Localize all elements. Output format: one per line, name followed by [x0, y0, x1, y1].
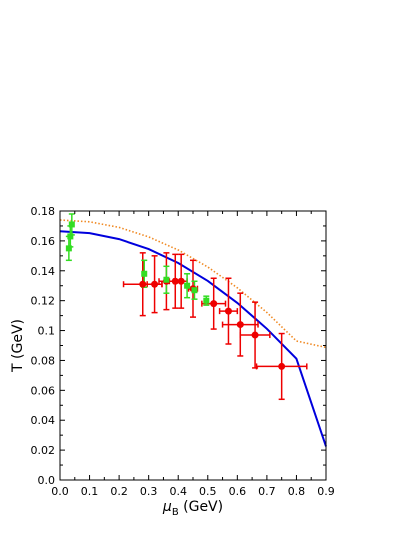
data-point-circle [171, 277, 179, 285]
x-axis-title: μB (GeV) [162, 499, 223, 518]
dotted-curve [59, 219, 327, 349]
data-point-circle [210, 300, 218, 308]
x-tick-label: 0.3 [140, 485, 158, 498]
x-tick-label: 0.5 [199, 485, 217, 498]
data-point-square [141, 270, 148, 277]
y-tick-label: 0.16 [31, 235, 56, 248]
data-point-circle [278, 362, 286, 370]
error-bars-layer [65, 213, 308, 401]
y-tick-label: 0.08 [31, 354, 56, 367]
data-point-circle [177, 277, 185, 285]
plot-frame [59, 210, 327, 481]
curves-layer [59, 219, 327, 447]
data-point-circle [151, 280, 159, 288]
data-point-circle [224, 307, 232, 315]
x-axis-title-subscript: B [172, 507, 179, 518]
y-tick-label: 0.06 [31, 384, 56, 397]
x-tick-label: 0.8 [288, 485, 306, 498]
y-tick-label: 0.1 [38, 325, 56, 338]
y-tick-label: 0.02 [31, 444, 56, 457]
data-point-circle [236, 321, 244, 329]
y-tick-label: 0.12 [31, 295, 56, 308]
x-tick-label: 0.7 [258, 485, 276, 498]
data-point-square [67, 233, 74, 240]
x-tick-labels: 0.0 0.1 0.2 0.3 0.4 0.5 0.6 0.7 0.8 0.9 [51, 485, 335, 498]
data-point-circle [251, 331, 259, 339]
x-tick-label: 0.2 [110, 485, 128, 498]
y-tick-label: 0.04 [31, 414, 56, 427]
x-axis-title-rest: (GeV) [179, 499, 223, 515]
markers-layer [65, 221, 286, 370]
x-tick-label: 0.4 [169, 485, 187, 498]
x-axis-title-symbol: μ [162, 499, 172, 515]
y-axis-title: T (GeV) [10, 319, 26, 373]
x-tick-label: 0.6 [229, 485, 247, 498]
x-tick-label: 0.1 [81, 485, 99, 498]
y-tick-labels: 0.0 0.02 0.04 0.06 0.08 0.1 0.12 0.14 0.16 0.18 [31, 205, 56, 487]
data-point-square [184, 282, 191, 289]
y-tick-label: 0.14 [31, 265, 56, 278]
data-point-square [163, 276, 170, 283]
y-tick-label: 0.18 [31, 205, 56, 218]
x-tick-label: 0.9 [317, 485, 335, 498]
data-point-square [65, 245, 72, 252]
data-point-square [191, 287, 198, 294]
data-point-square [203, 297, 210, 304]
x-tick-label: 0.0 [51, 485, 69, 498]
ticks-layer [59, 210, 327, 481]
data-point-square [68, 221, 75, 228]
y-tick-label: 0.0 [38, 474, 56, 487]
data-point-circle [139, 280, 147, 288]
